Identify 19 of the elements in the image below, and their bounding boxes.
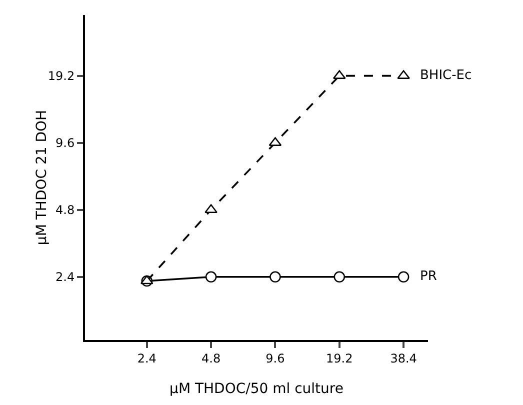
y-tick-label: 2.4	[56, 270, 75, 284]
x-tick-label: 19.2	[326, 351, 353, 366]
x-tick-label: 9.6	[266, 351, 285, 366]
point	[205, 271, 217, 283]
x-tick-label: 2.4	[137, 351, 156, 366]
x-axis-title: μM THDOC/50 ml culture	[170, 381, 344, 397]
y-axis-title: μM THDOC 21 DOH	[34, 110, 50, 246]
series-label: PR	[420, 269, 437, 284]
x-tick-label: 4.8	[202, 351, 221, 366]
point	[398, 271, 410, 283]
y-tick-label: 9.6	[56, 136, 75, 150]
point	[334, 271, 346, 283]
point	[204, 204, 218, 214]
point	[140, 275, 154, 284]
series-label: BHIC-Ec	[420, 68, 472, 83]
y-tick-label: 4.8	[56, 203, 75, 218]
x-tick-label: 38.4	[390, 351, 417, 366]
point	[270, 271, 281, 283]
y-tick-label: 19.2	[48, 69, 75, 83]
